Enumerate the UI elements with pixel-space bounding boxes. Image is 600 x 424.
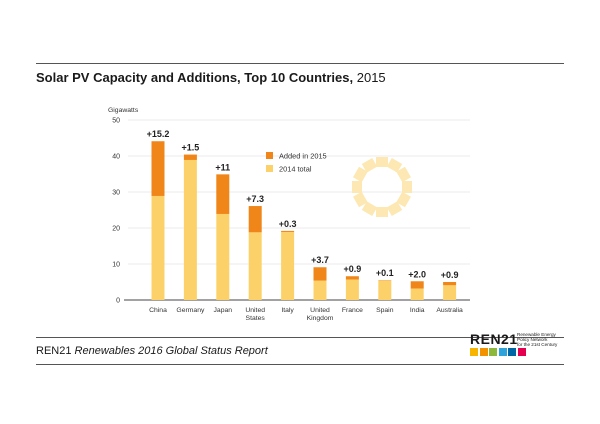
bar-added-2015	[248, 206, 262, 233]
x-category-label: Australia	[436, 307, 463, 314]
logo-tile-5	[508, 348, 516, 356]
bar-data-label: +7.3	[246, 194, 264, 204]
bar-data-label: +0.1	[376, 268, 394, 278]
bar-data-label: +2.0	[408, 269, 426, 279]
x-category-label: Spain	[376, 307, 394, 314]
x-category-label: United	[310, 307, 330, 314]
bar-added-2015	[151, 141, 165, 196]
bar-added-2015	[313, 267, 327, 281]
legend-swatch-added	[266, 152, 273, 159]
x-category-label: Italy	[281, 307, 294, 314]
bar-added-2015	[281, 230, 295, 232]
sun-ray-icon	[402, 181, 412, 193]
sun-ray-icon	[376, 207, 388, 217]
sun-ray-icon	[361, 201, 378, 216]
legend-swatch-2014	[266, 165, 273, 172]
bar-added-2015	[345, 276, 359, 280]
chart-title-year: 2015	[356, 70, 386, 85]
x-category-label: United	[245, 307, 265, 314]
bar-data-label: +15.2	[147, 129, 170, 139]
x-category-label: Kingdom	[307, 315, 334, 322]
footer-report-title: Renewables 2016 Global Status Report	[74, 345, 268, 357]
logo-tile-3	[489, 348, 497, 356]
logo-tile-6	[517, 348, 526, 356]
logo-tile-2	[479, 348, 488, 356]
report-footer: REN21 Renewables 2016 Global Status Repo…	[36, 345, 268, 357]
bar-2014-total	[345, 279, 359, 300]
footer-org: REN21	[36, 345, 72, 357]
sun-ray-icon	[353, 191, 368, 208]
sun-ray-icon	[376, 157, 388, 167]
chart-title: Solar PV Capacity and Additions, Top 10 …	[36, 70, 386, 85]
bottom-rule	[36, 364, 564, 365]
logo-tagline-line-1: Renewable Energy	[517, 332, 556, 337]
legend-label-2014: 2014 total	[279, 165, 312, 174]
logo-tagline-line-3: for the 21st Century	[517, 342, 558, 348]
sun-ray-icon	[386, 201, 403, 216]
bar-data-label: +0.9	[344, 264, 362, 274]
x-category-label: India	[410, 307, 425, 314]
bar-added-2015	[410, 281, 424, 289]
y-tick-label: 20	[112, 226, 120, 233]
sun-ray-icon	[361, 158, 378, 173]
y-tick-label: 0	[116, 298, 120, 305]
x-category-label: Japan	[214, 307, 233, 314]
bar-2014-total	[151, 195, 165, 300]
chart-title-main: Solar PV Capacity and Additions, Top 10 …	[36, 70, 354, 85]
sun-ray-icon	[352, 181, 362, 193]
logo-tagline-line-2: Policy Network	[517, 337, 548, 343]
bar-2014-total	[183, 159, 197, 300]
sun-ray-icon	[386, 158, 403, 173]
footer-rule-top	[36, 337, 564, 338]
y-axis-unit-label: Gigawatts	[108, 107, 139, 114]
ren21-logo: REN21 Renewable Energy Policy Network fo…	[470, 331, 562, 357]
bar-2014-total	[410, 288, 424, 300]
bar-2014-total	[443, 285, 457, 300]
logo-tile-1	[470, 348, 478, 356]
bar-data-label: +1.5	[182, 143, 200, 153]
y-tick-label: 50	[112, 118, 120, 125]
sun-ray-icon	[396, 191, 411, 208]
bar-added-2015	[216, 174, 230, 214]
logo-tile-4	[498, 348, 507, 356]
bar-2014-total	[281, 231, 295, 300]
x-category-label: States	[246, 315, 266, 322]
sun-ray-icon	[396, 166, 411, 183]
bar-2014-total	[216, 213, 230, 300]
x-category-label: Germany	[176, 307, 205, 314]
bar-data-label: +0.9	[441, 270, 459, 280]
bar-data-label: +0.3	[279, 219, 297, 229]
logo-tagline: Renewable Energy Policy Network for the …	[517, 332, 565, 348]
bar-added-2015	[443, 282, 457, 286]
x-category-label: China	[149, 307, 167, 314]
sun-ray-icon	[353, 166, 368, 183]
bar-data-label: +11	[215, 162, 230, 172]
bar-added-2015	[183, 154, 197, 160]
y-tick-label: 30	[112, 190, 120, 197]
legend-label-added: Added in 2015	[279, 152, 327, 161]
top-rule	[36, 63, 564, 64]
bar-2014-total	[248, 232, 262, 300]
bar-2014-total	[378, 280, 392, 300]
logo-brand: REN21	[470, 331, 518, 347]
y-tick-label: 40	[112, 154, 120, 161]
y-tick-label: 10	[112, 262, 120, 269]
bar-data-label: +3.7	[311, 255, 329, 265]
bar-2014-total	[313, 280, 327, 300]
x-category-label: France	[342, 307, 363, 314]
